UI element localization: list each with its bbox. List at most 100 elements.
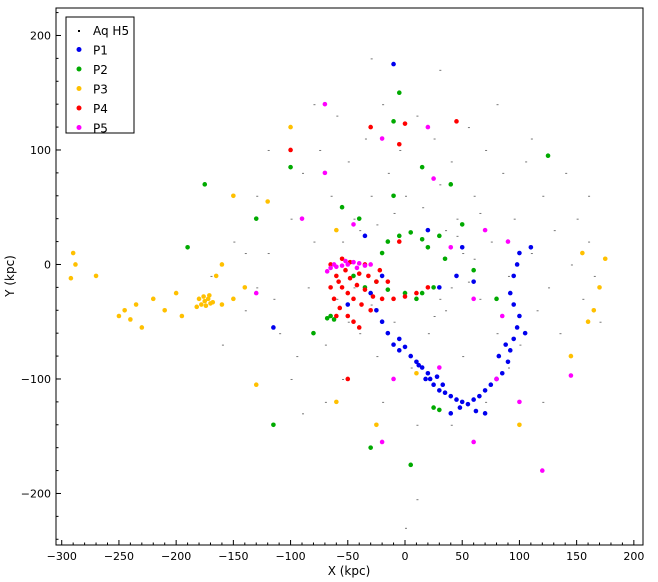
x-tick-label: −150 <box>218 550 248 563</box>
data-point <box>494 296 499 302</box>
data-point <box>279 333 282 335</box>
data-point <box>471 279 476 284</box>
data-point <box>319 149 322 151</box>
data-point <box>328 265 333 271</box>
data-point <box>540 468 545 473</box>
data-point <box>416 499 419 501</box>
data-point <box>471 397 476 402</box>
data-point <box>499 313 505 319</box>
data-point <box>568 353 574 359</box>
y-tick-label: 200 <box>30 29 51 42</box>
data-point <box>465 401 471 407</box>
data-point <box>201 294 206 299</box>
legend-item-p3: P3 <box>76 83 108 97</box>
data-point <box>324 344 327 346</box>
data-point <box>370 58 373 60</box>
data-point <box>128 317 133 322</box>
data-point <box>93 273 99 279</box>
data-point <box>576 218 579 220</box>
data-point <box>351 259 356 265</box>
x-tick-label: −200 <box>161 550 191 563</box>
data-point <box>379 273 385 279</box>
legend-item-p4: P4 <box>76 102 108 116</box>
data-point <box>602 256 608 262</box>
data-point <box>427 376 433 382</box>
data-point <box>593 275 596 277</box>
data-point <box>231 193 236 199</box>
data-point <box>548 287 551 289</box>
data-point <box>433 138 436 140</box>
data-point <box>196 296 202 302</box>
data-point <box>431 176 436 181</box>
data-point <box>471 267 476 273</box>
data-point <box>368 262 373 267</box>
data-point <box>219 262 225 267</box>
legend-marker <box>76 66 82 72</box>
data-point <box>513 218 516 220</box>
data-point <box>517 250 522 256</box>
data-point <box>351 296 356 302</box>
x-tick-label: 0 <box>401 550 408 563</box>
data-point <box>334 273 339 279</box>
data-point <box>299 216 305 221</box>
data-point <box>448 393 454 399</box>
data-point <box>473 408 479 414</box>
data-point <box>343 258 348 264</box>
data-point <box>385 239 391 244</box>
data-point <box>244 253 247 255</box>
data-point <box>370 304 373 306</box>
data-point <box>439 298 442 300</box>
data-point <box>414 290 419 296</box>
x-tick-label: −100 <box>275 550 305 563</box>
data-point <box>391 119 396 124</box>
data-point <box>339 204 345 210</box>
data-point <box>185 245 190 250</box>
data-point <box>396 239 402 244</box>
data-point <box>345 290 351 296</box>
data-point <box>450 161 453 163</box>
data-point <box>324 401 327 403</box>
data-point <box>194 304 200 310</box>
data-point <box>202 298 208 304</box>
legend-marker <box>76 86 82 91</box>
data-point <box>231 296 236 302</box>
data-point <box>591 307 597 313</box>
data-point <box>347 275 353 281</box>
data-point <box>351 319 356 325</box>
data-point <box>253 382 259 388</box>
data-point <box>419 236 425 242</box>
data-point <box>588 241 591 243</box>
data-point <box>256 287 259 289</box>
data-point <box>437 388 442 393</box>
data-point <box>366 273 371 279</box>
legend-label: Aq H5 <box>93 24 129 38</box>
data-point <box>422 207 425 209</box>
data-point <box>393 321 396 323</box>
data-point <box>256 195 259 197</box>
x-tick-label: 50 <box>455 550 469 563</box>
data-point <box>221 344 224 346</box>
data-point <box>150 296 156 302</box>
data-point <box>343 267 348 273</box>
data-point <box>313 104 316 106</box>
data-point <box>347 321 350 323</box>
legend-marker <box>76 105 82 111</box>
data-point <box>271 325 276 330</box>
x-tick-label: 100 <box>509 550 530 563</box>
data-point <box>473 195 476 197</box>
data-point <box>425 245 431 250</box>
data-point <box>345 313 351 319</box>
data-point <box>530 138 533 140</box>
data-point <box>437 285 442 290</box>
data-point <box>585 319 591 325</box>
data-point <box>356 271 362 276</box>
data-point <box>382 401 385 403</box>
data-point <box>382 104 385 106</box>
legend-label: P1 <box>93 44 108 58</box>
data-point <box>517 422 522 428</box>
data-point <box>302 413 305 415</box>
data-point <box>368 290 373 296</box>
data-point <box>210 275 213 277</box>
data-point <box>517 313 522 319</box>
